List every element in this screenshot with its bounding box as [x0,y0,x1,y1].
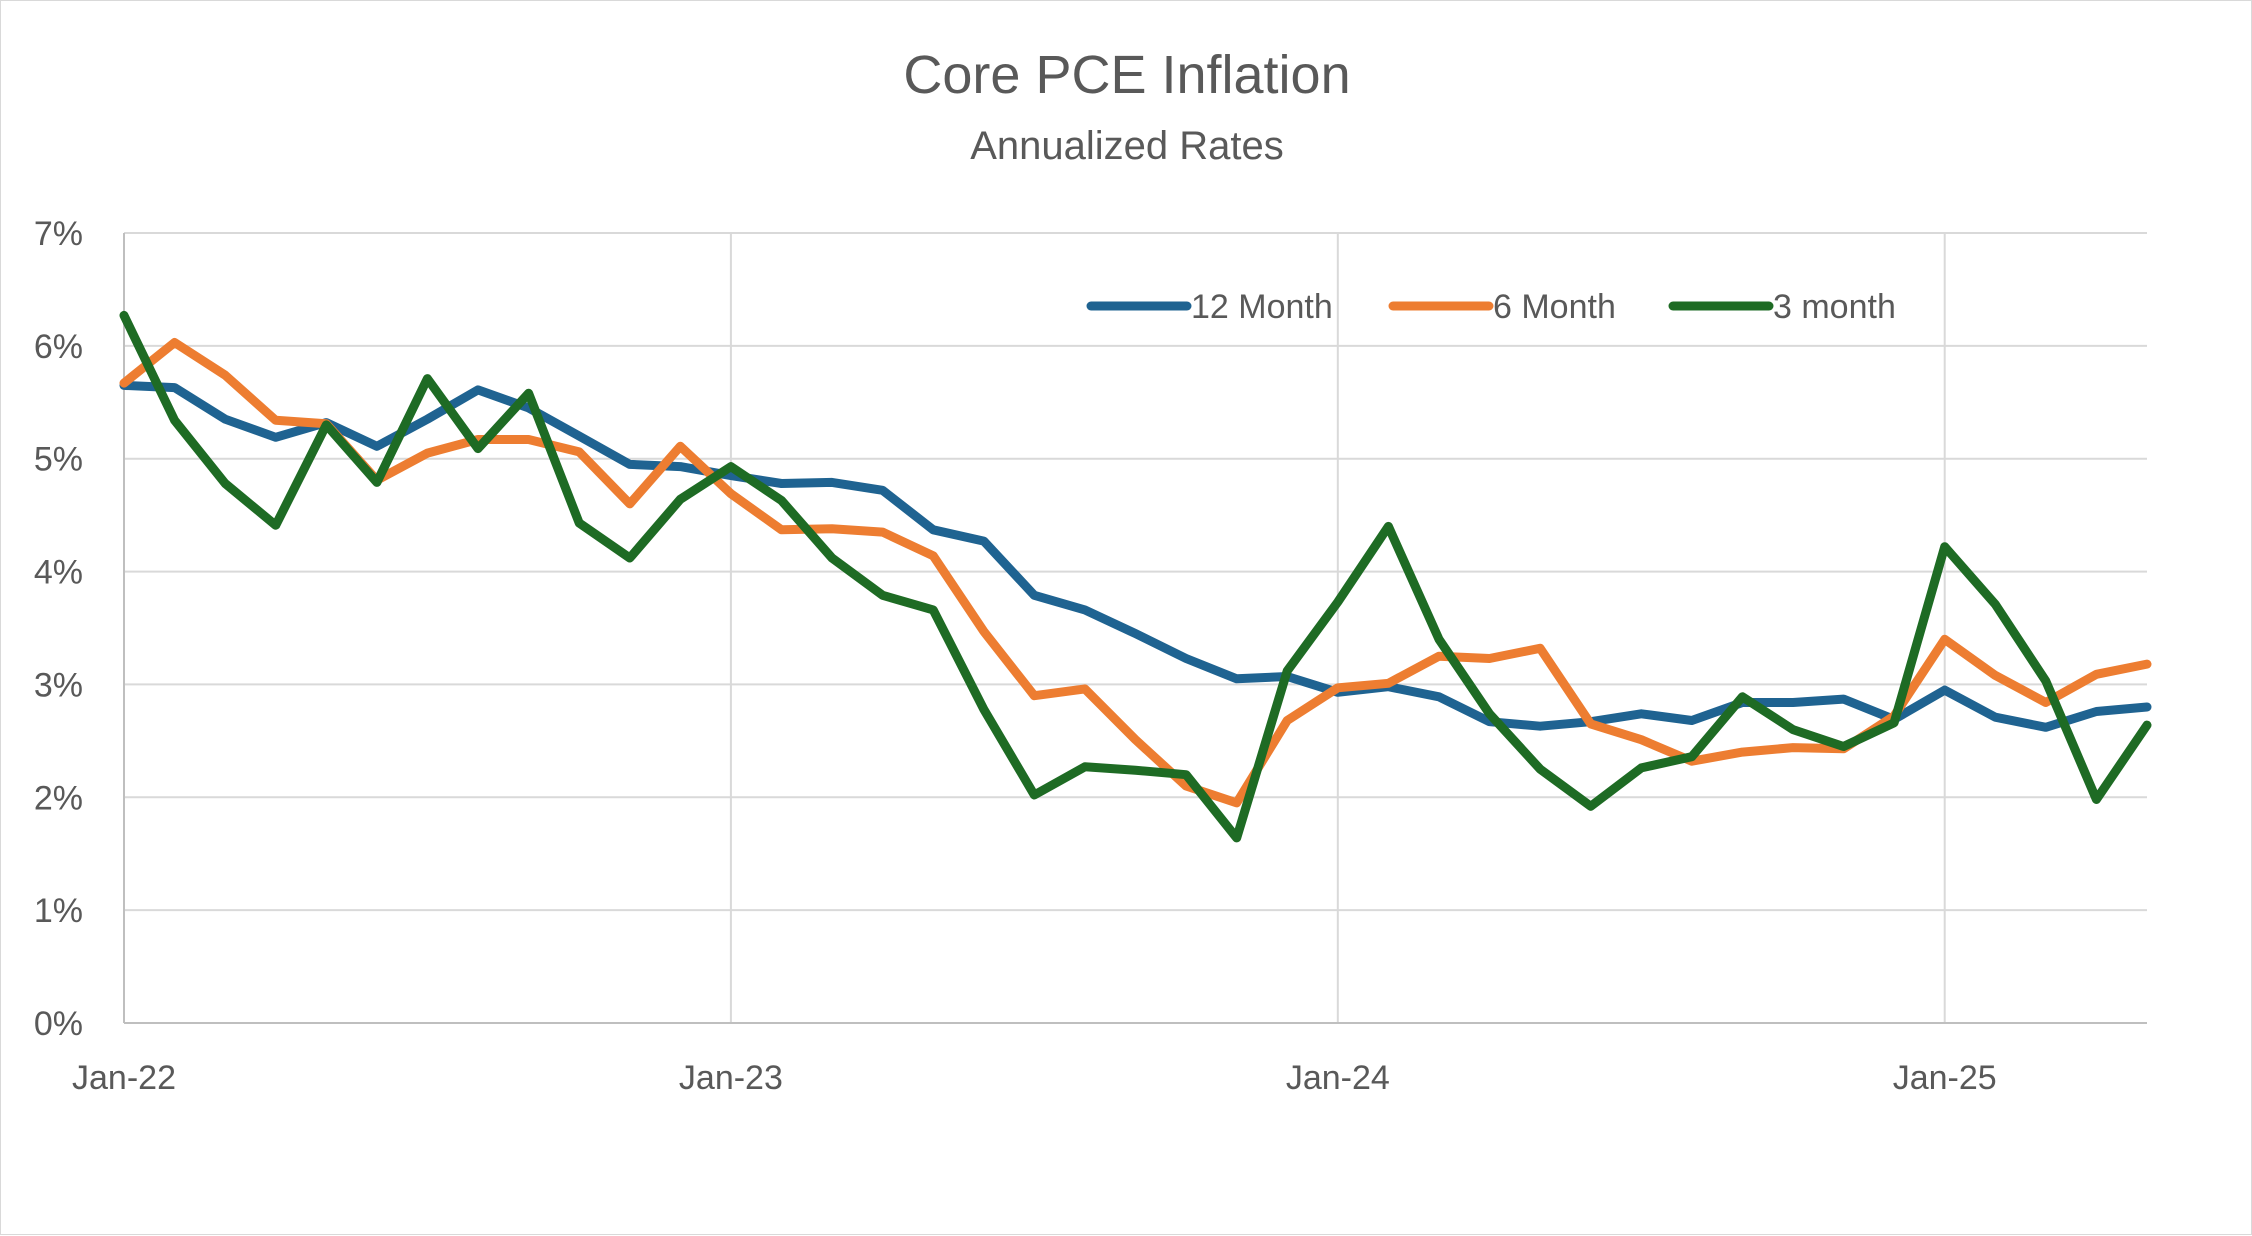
x-tick-label: Jan-24 [1286,1059,1390,1097]
legend-label: 3 month [1773,288,1896,326]
series-line-2 [119,310,2152,843]
legend-label: 12 Month [1191,288,1333,326]
y-tick-label: 0% [34,1005,83,1043]
legend: 12 Month 6 Month 3 month [1086,288,1896,326]
y-tick-label: 5% [34,441,83,479]
chart-subtitle: Annualized Rates [970,124,1284,168]
y-tick-label: 2% [34,779,83,817]
series-line-0 [119,380,2152,732]
chart-title: Core PCE Inflation [903,45,1350,105]
x-tick-label: Jan-23 [679,1059,783,1097]
x-tick-label: Jan-25 [1893,1059,1997,1097]
gridlines [123,232,2147,1024]
y-axis-ticks: 0% 1% 2% 3% 4% 5% 6% 7% [34,215,83,1043]
legend-label: 6 Month [1493,288,1616,326]
series-lines [119,310,2152,843]
y-tick-label: 6% [34,328,83,366]
y-tick-label: 4% [34,554,83,592]
x-axis-ticks: Jan-22 Jan-23 Jan-24 Jan-25 [72,1059,1997,1097]
y-tick-label: 1% [34,892,83,930]
x-tick-label: Jan-22 [72,1059,176,1097]
y-tick-label: 3% [34,666,83,704]
series-line-1 [119,338,2152,808]
y-tick-label: 7% [34,215,83,253]
